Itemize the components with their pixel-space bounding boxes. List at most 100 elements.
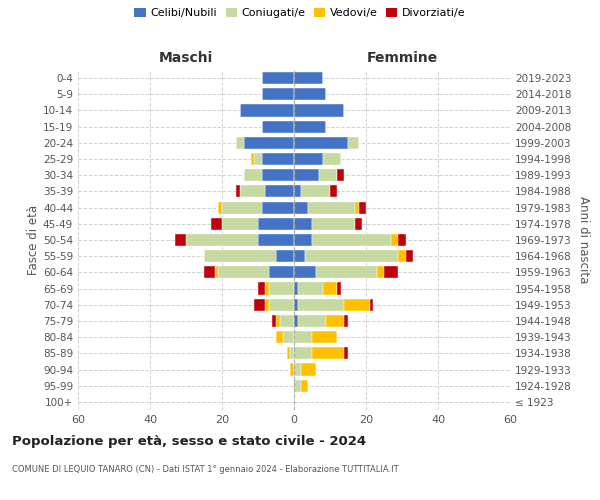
Bar bbox=[312, 331, 337, 343]
Bar bbox=[294, 282, 298, 294]
Bar bbox=[222, 202, 262, 213]
Y-axis label: Fasce di età: Fasce di età bbox=[27, 205, 40, 275]
Bar bbox=[294, 250, 305, 262]
Bar bbox=[262, 202, 294, 213]
Bar bbox=[301, 364, 316, 376]
Bar bbox=[301, 186, 330, 198]
Bar bbox=[344, 298, 370, 311]
Bar bbox=[326, 315, 344, 327]
Bar bbox=[244, 169, 262, 181]
Bar bbox=[204, 250, 276, 262]
Bar bbox=[280, 315, 294, 327]
Bar bbox=[398, 234, 406, 246]
Text: Femmine: Femmine bbox=[367, 51, 437, 65]
Bar bbox=[337, 169, 344, 181]
Bar bbox=[262, 88, 294, 101]
Bar bbox=[294, 364, 301, 376]
Bar bbox=[330, 186, 337, 198]
Bar bbox=[348, 137, 359, 149]
Bar bbox=[294, 137, 348, 149]
Bar bbox=[215, 266, 218, 278]
Bar bbox=[294, 186, 301, 198]
Bar bbox=[294, 153, 323, 165]
Bar bbox=[254, 298, 265, 311]
Bar bbox=[262, 120, 294, 132]
Bar bbox=[337, 282, 341, 294]
Text: Maschi: Maschi bbox=[159, 51, 213, 65]
Bar bbox=[265, 282, 269, 294]
Bar bbox=[398, 250, 406, 262]
Bar bbox=[355, 202, 359, 213]
Bar bbox=[218, 202, 222, 213]
Bar bbox=[305, 250, 398, 262]
Bar bbox=[298, 315, 326, 327]
Bar bbox=[294, 234, 312, 246]
Bar bbox=[298, 298, 344, 311]
Bar bbox=[316, 266, 377, 278]
Bar bbox=[312, 348, 344, 360]
Bar bbox=[283, 331, 294, 343]
Bar bbox=[359, 202, 366, 213]
Bar bbox=[262, 72, 294, 84]
Bar bbox=[294, 348, 312, 360]
Bar bbox=[254, 153, 262, 165]
Bar bbox=[308, 202, 355, 213]
Bar bbox=[377, 266, 384, 278]
Bar bbox=[222, 218, 258, 230]
Bar bbox=[272, 315, 276, 327]
Bar bbox=[290, 364, 294, 376]
Text: COMUNE DI LEQUIO TANARO (CN) - Dati ISTAT 1° gennaio 2024 - Elaborazione TUTTITA: COMUNE DI LEQUIO TANARO (CN) - Dati ISTA… bbox=[12, 465, 398, 474]
Bar bbox=[294, 169, 319, 181]
Bar bbox=[258, 234, 294, 246]
Bar bbox=[211, 218, 222, 230]
Text: Popolazione per età, sesso e stato civile - 2024: Popolazione per età, sesso e stato civil… bbox=[12, 435, 366, 448]
Bar bbox=[312, 218, 355, 230]
Bar bbox=[355, 218, 362, 230]
Bar bbox=[265, 186, 294, 198]
Bar bbox=[258, 218, 294, 230]
Bar bbox=[175, 234, 186, 246]
Bar bbox=[294, 120, 326, 132]
Bar bbox=[218, 266, 269, 278]
Bar bbox=[323, 282, 337, 294]
Bar bbox=[251, 153, 254, 165]
Bar bbox=[290, 348, 294, 360]
Y-axis label: Anni di nascita: Anni di nascita bbox=[577, 196, 590, 284]
Bar bbox=[294, 88, 326, 101]
Bar bbox=[298, 282, 323, 294]
Bar bbox=[294, 331, 312, 343]
Bar bbox=[269, 298, 294, 311]
Bar bbox=[269, 282, 294, 294]
Bar bbox=[186, 234, 258, 246]
Bar bbox=[258, 282, 265, 294]
Bar bbox=[294, 72, 323, 84]
Bar bbox=[294, 218, 312, 230]
Bar bbox=[244, 137, 294, 149]
Bar bbox=[240, 186, 265, 198]
Bar bbox=[294, 380, 301, 392]
Bar bbox=[265, 298, 269, 311]
Bar bbox=[344, 315, 348, 327]
Bar bbox=[262, 169, 294, 181]
Bar bbox=[406, 250, 413, 262]
Bar bbox=[312, 234, 391, 246]
Bar bbox=[236, 186, 240, 198]
Bar bbox=[269, 266, 294, 278]
Bar bbox=[344, 348, 348, 360]
Bar bbox=[323, 153, 341, 165]
Bar bbox=[294, 104, 344, 117]
Bar bbox=[276, 250, 294, 262]
Bar bbox=[370, 298, 373, 311]
Bar bbox=[294, 266, 316, 278]
Bar bbox=[319, 169, 337, 181]
Bar bbox=[276, 315, 280, 327]
Bar bbox=[204, 266, 215, 278]
Bar bbox=[262, 153, 294, 165]
Legend: Celibi/Nubili, Coniugati/e, Vedovi/e, Divorziati/e: Celibi/Nubili, Coniugati/e, Vedovi/e, Di… bbox=[132, 6, 468, 20]
Bar bbox=[276, 331, 283, 343]
Bar bbox=[294, 315, 298, 327]
Bar bbox=[287, 348, 290, 360]
Bar bbox=[391, 234, 398, 246]
Bar bbox=[236, 137, 244, 149]
Bar bbox=[240, 104, 294, 117]
